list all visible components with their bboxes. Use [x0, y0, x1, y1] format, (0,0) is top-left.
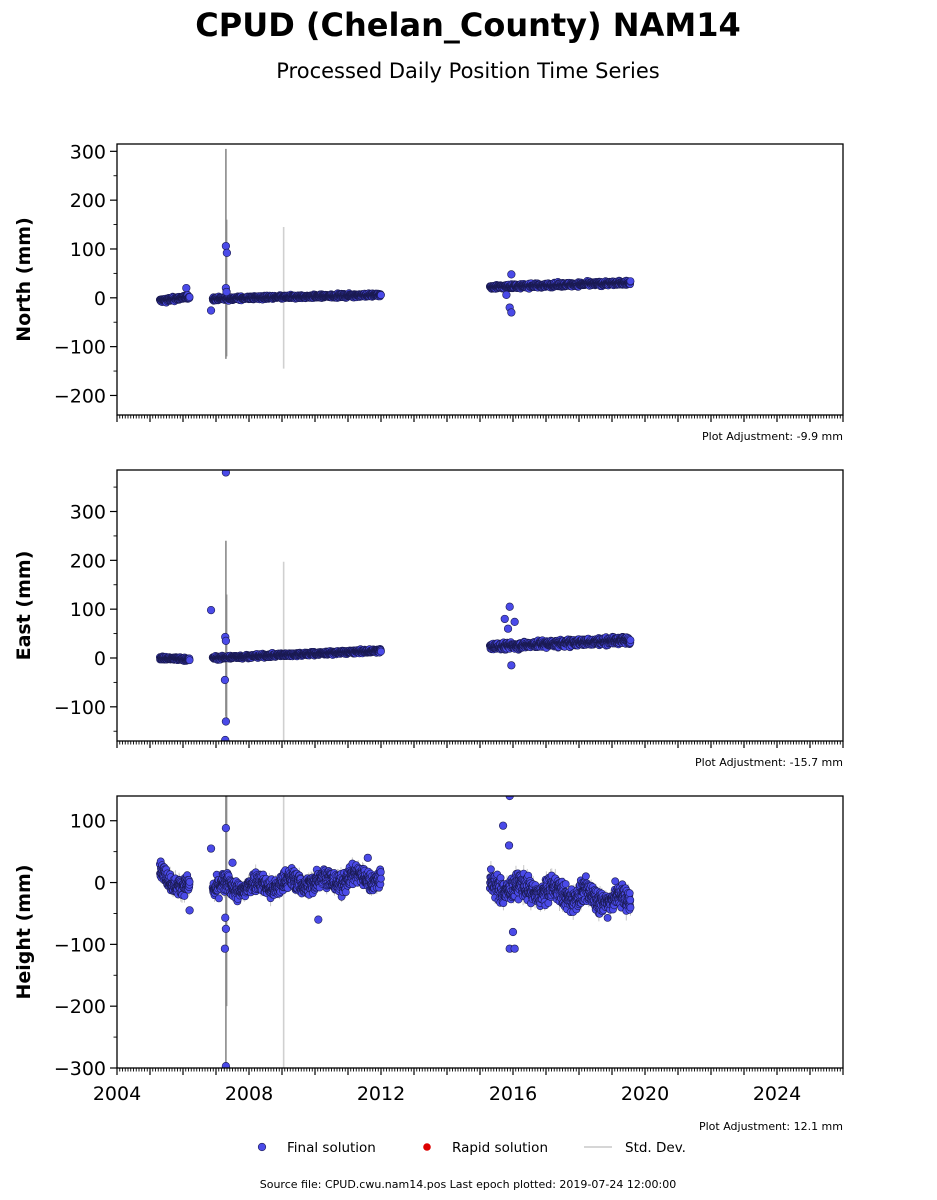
y-axis-label: North (mm) [13, 217, 35, 342]
outlier-point [221, 241, 230, 251]
final-solution-points [155, 470, 635, 741]
outlier-point [507, 308, 516, 317]
figure-title: CPUD (Chelan_County) NAM14 [195, 6, 740, 44]
outlier-point [220, 675, 230, 685]
x-ticks [116, 415, 844, 422]
outlier-point [500, 614, 509, 624]
outlier-point [222, 287, 231, 297]
outlier-point [182, 283, 191, 293]
data-point [626, 277, 635, 285]
outlier-point [507, 270, 516, 279]
plot-area [155, 148, 635, 369]
final-solution-points [155, 241, 635, 317]
y-ticks: −200 −100 0 100 200 300 [54, 141, 117, 407]
outlier-point [510, 617, 519, 626]
outlier-point [507, 661, 516, 670]
outlier-point [505, 602, 514, 611]
figure-subtitle: Processed Daily Position Time Series [276, 59, 660, 83]
x-ticks [116, 741, 844, 748]
data-point [185, 656, 194, 665]
plot-area [155, 470, 635, 741]
outlier-point [222, 248, 231, 257]
outlier-point [221, 735, 230, 741]
outlier-point [221, 717, 230, 726]
y-tick-label: −200 [54, 385, 106, 407]
outlier-point [221, 636, 230, 646]
plot-adjustment-note: Plot Adjustment: -9.9 mm [702, 430, 843, 443]
data-point [185, 293, 194, 301]
data-point [377, 647, 385, 656]
north-panel: −200 −100 0 100 200 300 North (mm) Plot Adjustm… [13, 141, 844, 443]
y-tick-label: −100 [54, 337, 106, 359]
y-tick-label: 300 [70, 141, 106, 163]
outlier-point [503, 624, 513, 633]
y-tick-label: 0 [94, 288, 106, 310]
data-point [626, 636, 635, 644]
data-point [377, 291, 385, 299]
outlier-point [206, 306, 216, 315]
outlier-point [502, 290, 511, 299]
y-tick-label: 100 [70, 239, 106, 261]
outlier-point [206, 606, 216, 615]
y-tick-label: 200 [70, 190, 106, 212]
std-dev-bars [159, 148, 631, 369]
